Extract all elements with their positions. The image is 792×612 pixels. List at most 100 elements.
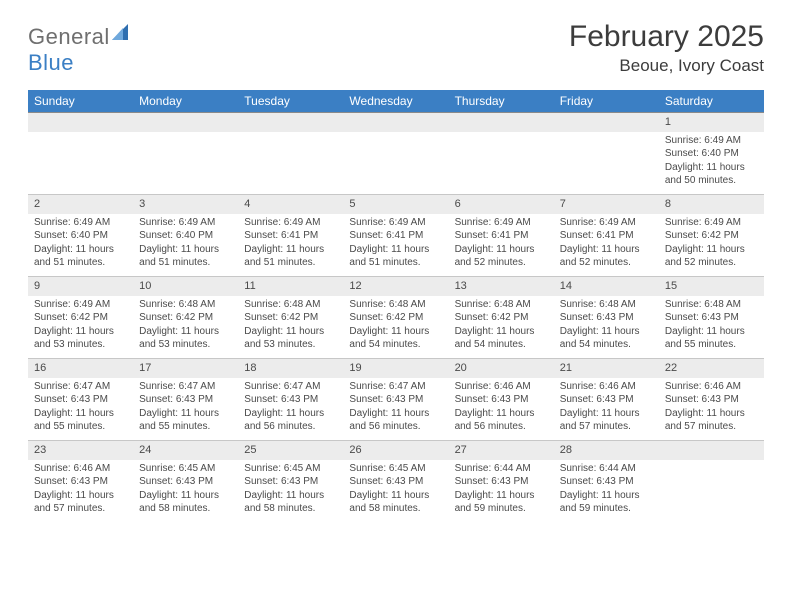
sunrise-text: Sunrise: 6:49 AM xyxy=(455,216,548,230)
calendar-day: 19Sunrise: 6:47 AMSunset: 6:43 PMDayligh… xyxy=(343,359,448,441)
day-details: Sunrise: 6:47 AMSunset: 6:43 PMDaylight:… xyxy=(238,378,343,438)
sunset-text: Sunset: 6:43 PM xyxy=(560,393,653,407)
daylight-text: Daylight: 11 hours and 52 minutes. xyxy=(455,243,548,270)
day-number: 10 xyxy=(133,277,238,296)
day-number xyxy=(28,113,133,132)
calendar-day: 20Sunrise: 6:46 AMSunset: 6:43 PMDayligh… xyxy=(449,359,554,441)
sunrise-text: Sunrise: 6:45 AM xyxy=(139,462,232,476)
sunrise-text: Sunrise: 6:47 AM xyxy=(349,380,442,394)
sunrise-text: Sunrise: 6:49 AM xyxy=(665,134,758,148)
daylight-text: Daylight: 11 hours and 54 minutes. xyxy=(455,325,548,352)
brand-logo: General Blue xyxy=(28,20,132,76)
daylight-text: Daylight: 11 hours and 53 minutes. xyxy=(139,325,232,352)
sunrise-text: Sunrise: 6:47 AM xyxy=(34,380,127,394)
sunset-text: Sunset: 6:43 PM xyxy=(244,393,337,407)
day-details: Sunrise: 6:45 AMSunset: 6:43 PMDaylight:… xyxy=(133,460,238,520)
day-number: 13 xyxy=(449,277,554,296)
sunset-text: Sunset: 6:43 PM xyxy=(560,475,653,489)
day-details: Sunrise: 6:49 AMSunset: 6:42 PMDaylight:… xyxy=(28,296,133,356)
day-number: 19 xyxy=(343,359,448,378)
day-details: Sunrise: 6:44 AMSunset: 6:43 PMDaylight:… xyxy=(449,460,554,520)
daylight-text: Daylight: 11 hours and 53 minutes. xyxy=(34,325,127,352)
day-number: 18 xyxy=(238,359,343,378)
sunset-text: Sunset: 6:43 PM xyxy=(244,475,337,489)
sunset-text: Sunset: 6:42 PM xyxy=(139,311,232,325)
calendar-week: 23Sunrise: 6:46 AMSunset: 6:43 PMDayligh… xyxy=(28,441,764,523)
calendar-day: 2Sunrise: 6:49 AMSunset: 6:40 PMDaylight… xyxy=(28,195,133,277)
day-number: 23 xyxy=(28,441,133,460)
sunrise-text: Sunrise: 6:49 AM xyxy=(139,216,232,230)
sunset-text: Sunset: 6:41 PM xyxy=(349,229,442,243)
day-details: Sunrise: 6:45 AMSunset: 6:43 PMDaylight:… xyxy=(343,460,448,520)
sunset-text: Sunset: 6:43 PM xyxy=(560,311,653,325)
daylight-text: Daylight: 11 hours and 52 minutes. xyxy=(560,243,653,270)
day-details: Sunrise: 6:44 AMSunset: 6:43 PMDaylight:… xyxy=(554,460,659,520)
sunset-text: Sunset: 6:41 PM xyxy=(455,229,548,243)
day-number: 5 xyxy=(343,195,448,214)
sunrise-text: Sunrise: 6:48 AM xyxy=(455,298,548,312)
calendar-day: 15Sunrise: 6:48 AMSunset: 6:43 PMDayligh… xyxy=(659,277,764,359)
day-details: Sunrise: 6:46 AMSunset: 6:43 PMDaylight:… xyxy=(659,378,764,438)
weekday-header: Wednesday xyxy=(343,90,448,113)
day-details: Sunrise: 6:49 AMSunset: 6:41 PMDaylight:… xyxy=(449,214,554,274)
calendar-body: 1Sunrise: 6:49 AMSunset: 6:40 PMDaylight… xyxy=(28,113,764,523)
daylight-text: Daylight: 11 hours and 52 minutes. xyxy=(665,243,758,270)
day-number xyxy=(133,113,238,132)
sunset-text: Sunset: 6:40 PM xyxy=(34,229,127,243)
calendar-day-empty xyxy=(28,113,133,195)
sunrise-text: Sunrise: 6:44 AM xyxy=(560,462,653,476)
day-details: Sunrise: 6:47 AMSunset: 6:43 PMDaylight:… xyxy=(343,378,448,438)
day-details: Sunrise: 6:48 AMSunset: 6:42 PMDaylight:… xyxy=(238,296,343,356)
day-details: Sunrise: 6:49 AMSunset: 6:41 PMDaylight:… xyxy=(238,214,343,274)
daylight-text: Daylight: 11 hours and 57 minutes. xyxy=(560,407,653,434)
day-details: Sunrise: 6:47 AMSunset: 6:43 PMDaylight:… xyxy=(28,378,133,438)
daylight-text: Daylight: 11 hours and 50 minutes. xyxy=(665,161,758,188)
day-number: 22 xyxy=(659,359,764,378)
calendar-day: 23Sunrise: 6:46 AMSunset: 6:43 PMDayligh… xyxy=(28,441,133,523)
weekday-header: Friday xyxy=(554,90,659,113)
sunset-text: Sunset: 6:43 PM xyxy=(349,475,442,489)
sunrise-text: Sunrise: 6:46 AM xyxy=(560,380,653,394)
day-number xyxy=(449,113,554,132)
sunset-text: Sunset: 6:42 PM xyxy=(244,311,337,325)
daylight-text: Daylight: 11 hours and 56 minutes. xyxy=(349,407,442,434)
day-details: Sunrise: 6:45 AMSunset: 6:43 PMDaylight:… xyxy=(238,460,343,520)
sunrise-text: Sunrise: 6:47 AM xyxy=(139,380,232,394)
daylight-text: Daylight: 11 hours and 56 minutes. xyxy=(244,407,337,434)
sunrise-text: Sunrise: 6:48 AM xyxy=(560,298,653,312)
day-details: Sunrise: 6:49 AMSunset: 6:40 PMDaylight:… xyxy=(659,132,764,192)
sunset-text: Sunset: 6:41 PM xyxy=(244,229,337,243)
day-number: 3 xyxy=(133,195,238,214)
calendar-day: 7Sunrise: 6:49 AMSunset: 6:41 PMDaylight… xyxy=(554,195,659,277)
calendar-day: 27Sunrise: 6:44 AMSunset: 6:43 PMDayligh… xyxy=(449,441,554,523)
day-details: Sunrise: 6:49 AMSunset: 6:41 PMDaylight:… xyxy=(343,214,448,274)
sunset-text: Sunset: 6:43 PM xyxy=(665,393,758,407)
calendar-day: 12Sunrise: 6:48 AMSunset: 6:42 PMDayligh… xyxy=(343,277,448,359)
day-number: 25 xyxy=(238,441,343,460)
sunrise-text: Sunrise: 6:44 AM xyxy=(455,462,548,476)
logo-word-blue: Blue xyxy=(28,50,74,75)
day-details: Sunrise: 6:47 AMSunset: 6:43 PMDaylight:… xyxy=(133,378,238,438)
daylight-text: Daylight: 11 hours and 58 minutes. xyxy=(349,489,442,516)
daylight-text: Daylight: 11 hours and 57 minutes. xyxy=(34,489,127,516)
weekday-header: Monday xyxy=(133,90,238,113)
day-details: Sunrise: 6:46 AMSunset: 6:43 PMDaylight:… xyxy=(449,378,554,438)
calendar-day: 3Sunrise: 6:49 AMSunset: 6:40 PMDaylight… xyxy=(133,195,238,277)
calendar-day: 16Sunrise: 6:47 AMSunset: 6:43 PMDayligh… xyxy=(28,359,133,441)
sunset-text: Sunset: 6:41 PM xyxy=(560,229,653,243)
sunset-text: Sunset: 6:40 PM xyxy=(139,229,232,243)
sunset-text: Sunset: 6:43 PM xyxy=(349,393,442,407)
sunrise-text: Sunrise: 6:48 AM xyxy=(244,298,337,312)
calendar-page: General Blue February 2025 Beoue, Ivory … xyxy=(0,0,792,543)
day-number: 27 xyxy=(449,441,554,460)
day-number: 2 xyxy=(28,195,133,214)
daylight-text: Daylight: 11 hours and 59 minutes. xyxy=(560,489,653,516)
logo-word-general: General xyxy=(28,24,110,49)
day-details: Sunrise: 6:49 AMSunset: 6:40 PMDaylight:… xyxy=(28,214,133,274)
day-number: 20 xyxy=(449,359,554,378)
daylight-text: Daylight: 11 hours and 55 minutes. xyxy=(34,407,127,434)
day-number: 24 xyxy=(133,441,238,460)
daylight-text: Daylight: 11 hours and 55 minutes. xyxy=(139,407,232,434)
calendar-day-empty xyxy=(343,113,448,195)
day-details: Sunrise: 6:49 AMSunset: 6:41 PMDaylight:… xyxy=(554,214,659,274)
